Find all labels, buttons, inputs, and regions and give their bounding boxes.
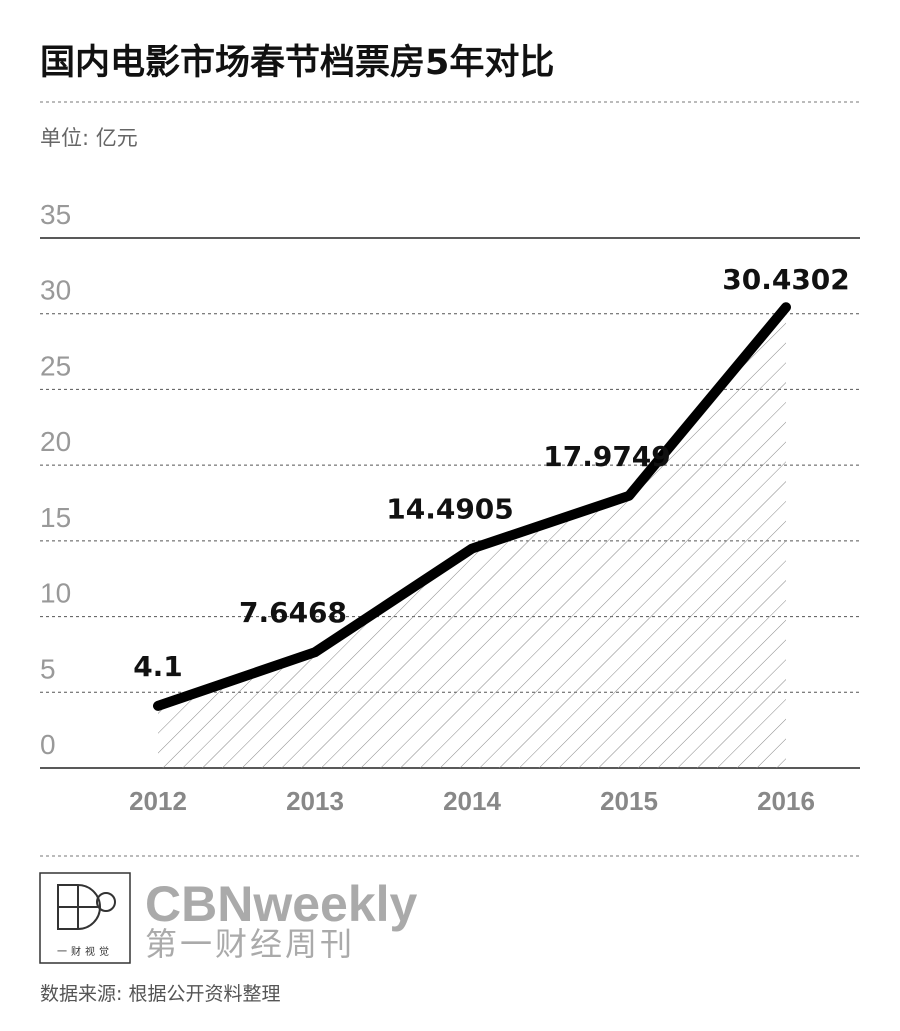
y-tick-label: 25	[40, 350, 71, 381]
logo: 一财视觉	[39, 872, 131, 964]
y-tick-label: 5	[40, 653, 56, 684]
y-tick-label: 10	[40, 578, 71, 609]
value-label: 14.4905	[386, 493, 514, 526]
y-tick-label: 15	[40, 502, 71, 533]
plot: 0 5 10 15 20 25 30 35 2012 2013 2014 2015 2016 4.1 7.6…	[40, 199, 860, 816]
logo-mark	[96, 892, 116, 912]
value-label: 30.4302	[722, 263, 850, 296]
x-tick-label: 2012	[129, 786, 187, 816]
x-tick-label: 2015	[600, 786, 658, 816]
source-note: 数据来源: 根据公开资料整理	[40, 983, 280, 1005]
logo-caption: 一财视觉	[57, 945, 113, 958]
logo-box	[39, 872, 131, 964]
value-label: 17.9749	[543, 440, 671, 473]
x-tick-label: 2013	[286, 786, 344, 816]
x-tick-label: 2016	[757, 786, 815, 816]
line	[153, 302, 791, 711]
unit-label: 单位: 亿元	[40, 126, 138, 150]
y-tick-label: 30	[40, 275, 71, 306]
value-label: 4.1	[133, 650, 183, 683]
brand-name: CBNweekly	[145, 876, 418, 932]
value-label: 7.6468	[239, 596, 347, 629]
brand-subtitle: 第一财经周刊	[145, 925, 355, 963]
y-tick-label: 0	[40, 729, 56, 760]
y-tick-label: 35	[40, 199, 71, 230]
x-tick-label: 2014	[443, 786, 501, 816]
y-tick-label: 20	[40, 426, 71, 457]
chart-title: 国内电影市场春节档票房5年对比	[40, 43, 554, 83]
